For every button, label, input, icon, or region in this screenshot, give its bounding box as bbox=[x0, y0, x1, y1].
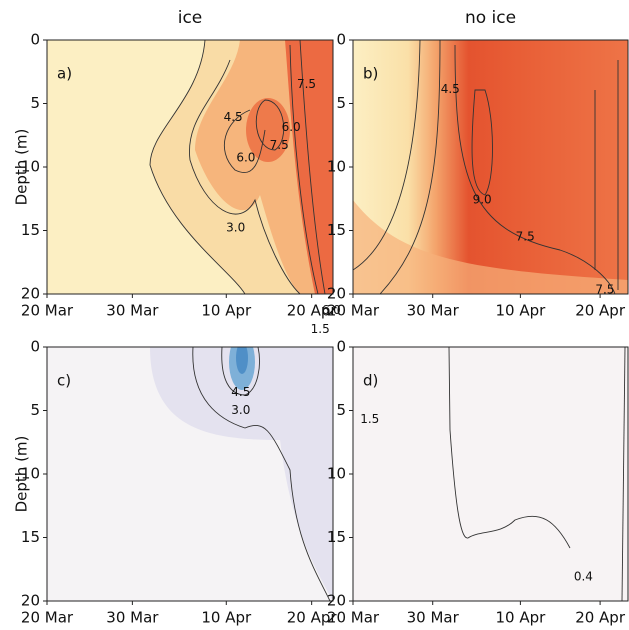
y-axis-label: Depth (m) bbox=[13, 436, 31, 513]
field-d bbox=[353, 347, 628, 601]
contour-label: 1.5 bbox=[311, 322, 330, 336]
x-tick-label: 10 Apr bbox=[201, 609, 252, 627]
x-tick-label: 30 Mar bbox=[407, 302, 460, 320]
x-tick-label: 20 Mar bbox=[21, 609, 74, 627]
x-tick-label: 20 Mar bbox=[21, 302, 74, 320]
y-tick-label: 5 bbox=[336, 94, 346, 112]
y-tick-label: 5 bbox=[30, 94, 40, 112]
y-tick-label: 10 bbox=[327, 465, 346, 483]
contour-label: 7.5 bbox=[297, 77, 316, 91]
x-tick-label: 20 Mar bbox=[327, 302, 380, 320]
contour-label: 7.5 bbox=[595, 283, 614, 297]
panel-label: d) bbox=[363, 372, 378, 390]
y-tick-label: 0 bbox=[336, 338, 346, 356]
contour-label: 6.0 bbox=[236, 151, 255, 165]
y-tick-label: 20 bbox=[21, 285, 40, 303]
contour-label: 1.5 bbox=[360, 412, 379, 426]
x-tick-label: 20 Apr bbox=[575, 609, 626, 627]
y-tick-label: 10 bbox=[21, 158, 40, 176]
contour-label: 6.0 bbox=[282, 120, 301, 134]
panel-label: a) bbox=[57, 65, 72, 83]
x-tick-label: 30 Mar bbox=[106, 302, 159, 320]
contour-label: 6.0 bbox=[322, 303, 341, 317]
y-axis-label: Depth (m) bbox=[13, 129, 31, 206]
contour-label: 7.5 bbox=[270, 138, 289, 152]
contour-label: 3.0 bbox=[231, 403, 250, 417]
x-tick-label: 10 Apr bbox=[495, 302, 546, 320]
panel-label: c) bbox=[57, 372, 71, 390]
contour-label: 4.5 bbox=[231, 385, 250, 399]
y-tick-label: 5 bbox=[30, 401, 40, 419]
field-a bbox=[47, 40, 333, 294]
y-tick-label: 0 bbox=[336, 31, 346, 49]
y-tick-label: 15 bbox=[327, 528, 346, 546]
y-tick-label: 15 bbox=[21, 221, 40, 239]
x-tick-label: 20 Apr bbox=[575, 302, 626, 320]
field-b bbox=[353, 40, 628, 294]
y-tick-label: 20 bbox=[21, 592, 40, 610]
x-tick-label: 10 Apr bbox=[201, 302, 252, 320]
x-tick-label: 30 Mar bbox=[407, 609, 460, 627]
x-tick-label: 20 Mar bbox=[327, 609, 380, 627]
contour-label: 0.4 bbox=[574, 569, 593, 583]
panel-label: b) bbox=[363, 65, 378, 83]
y-tick-label: 15 bbox=[327, 221, 346, 239]
y-tick-label: 0 bbox=[30, 31, 40, 49]
contour-label: 3.0 bbox=[226, 220, 245, 234]
y-tick-label: 20 bbox=[327, 285, 346, 303]
x-tick-label: 20 Apr bbox=[287, 302, 338, 320]
y-tick-label: 5 bbox=[336, 401, 346, 419]
contour-label: 4.5 bbox=[441, 82, 460, 96]
contour-label: 7.5 bbox=[516, 229, 535, 243]
y-tick-label: 0 bbox=[30, 338, 40, 356]
panel-title: ice bbox=[178, 8, 203, 28]
panel-title: no ice bbox=[465, 8, 516, 28]
x-tick-label: 20 Apr bbox=[287, 609, 338, 627]
y-tick-label: 20 bbox=[327, 592, 346, 610]
x-tick-label: 10 Apr bbox=[495, 609, 546, 627]
contour-label: 9.0 bbox=[473, 193, 492, 207]
x-tick-label: 30 Mar bbox=[106, 609, 159, 627]
y-tick-label: 10 bbox=[327, 158, 346, 176]
field-c bbox=[47, 347, 333, 601]
y-tick-label: 10 bbox=[21, 465, 40, 483]
contour-label: 4.5 bbox=[224, 110, 243, 124]
y-tick-label: 15 bbox=[21, 528, 40, 546]
